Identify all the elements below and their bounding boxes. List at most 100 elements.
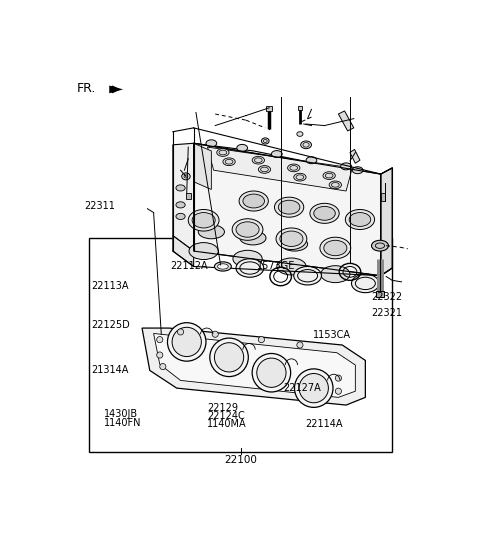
Text: 22124C: 22124C xyxy=(207,411,245,421)
Ellipse shape xyxy=(236,259,264,277)
Ellipse shape xyxy=(341,163,351,170)
Ellipse shape xyxy=(310,203,339,223)
Text: 22129: 22129 xyxy=(207,403,238,413)
Ellipse shape xyxy=(189,243,218,260)
Polygon shape xyxy=(381,193,385,201)
Ellipse shape xyxy=(275,197,304,217)
Ellipse shape xyxy=(160,364,166,370)
Ellipse shape xyxy=(240,231,266,245)
Ellipse shape xyxy=(182,173,190,180)
Polygon shape xyxy=(173,236,193,266)
Ellipse shape xyxy=(237,144,248,151)
Ellipse shape xyxy=(212,331,218,337)
Ellipse shape xyxy=(258,166,271,173)
Ellipse shape xyxy=(345,209,374,230)
Text: 22125D: 22125D xyxy=(92,320,130,330)
Ellipse shape xyxy=(297,342,303,348)
Ellipse shape xyxy=(323,244,349,257)
Ellipse shape xyxy=(172,327,201,357)
Ellipse shape xyxy=(294,173,306,181)
Ellipse shape xyxy=(178,329,184,335)
Polygon shape xyxy=(381,168,392,276)
Bar xyxy=(376,291,384,296)
Text: 1140MA: 1140MA xyxy=(207,419,247,429)
Ellipse shape xyxy=(176,202,185,208)
Text: 22113A: 22113A xyxy=(92,280,129,290)
Ellipse shape xyxy=(297,132,303,136)
Text: 1430JB: 1430JB xyxy=(104,409,138,419)
Ellipse shape xyxy=(192,213,215,228)
Ellipse shape xyxy=(168,322,206,361)
Ellipse shape xyxy=(243,194,264,208)
Ellipse shape xyxy=(314,206,336,220)
Ellipse shape xyxy=(176,185,185,191)
Text: 22322: 22322 xyxy=(372,292,403,302)
Ellipse shape xyxy=(324,240,347,256)
Ellipse shape xyxy=(188,209,219,231)
Ellipse shape xyxy=(271,151,282,158)
Ellipse shape xyxy=(217,264,228,269)
Text: FR.: FR. xyxy=(77,82,96,95)
Ellipse shape xyxy=(233,251,262,267)
Text: 22127A: 22127A xyxy=(283,383,321,393)
Polygon shape xyxy=(207,147,352,191)
Text: 1140FN: 1140FN xyxy=(104,418,141,428)
Ellipse shape xyxy=(336,388,341,394)
Polygon shape xyxy=(350,149,360,163)
Ellipse shape xyxy=(288,164,300,172)
Ellipse shape xyxy=(258,336,264,343)
Ellipse shape xyxy=(329,181,341,189)
Ellipse shape xyxy=(217,149,229,156)
Polygon shape xyxy=(193,143,381,213)
Ellipse shape xyxy=(276,228,307,249)
Bar xyxy=(266,106,272,111)
Ellipse shape xyxy=(252,353,291,392)
Ellipse shape xyxy=(300,141,312,149)
Polygon shape xyxy=(154,334,355,398)
Ellipse shape xyxy=(156,336,163,343)
Ellipse shape xyxy=(232,219,263,240)
Bar xyxy=(298,106,302,110)
Ellipse shape xyxy=(336,375,341,381)
Ellipse shape xyxy=(156,352,163,358)
Ellipse shape xyxy=(351,274,379,293)
Ellipse shape xyxy=(278,200,300,214)
Text: 22112A: 22112A xyxy=(170,261,208,271)
Ellipse shape xyxy=(299,374,328,403)
Ellipse shape xyxy=(215,262,231,271)
Ellipse shape xyxy=(281,237,308,251)
Ellipse shape xyxy=(349,213,371,227)
Text: 1153CA: 1153CA xyxy=(312,330,350,340)
Polygon shape xyxy=(109,86,123,93)
Ellipse shape xyxy=(320,237,351,259)
Ellipse shape xyxy=(198,225,225,239)
Ellipse shape xyxy=(280,231,303,246)
Ellipse shape xyxy=(323,172,336,180)
Ellipse shape xyxy=(306,157,317,164)
Polygon shape xyxy=(193,143,381,276)
Ellipse shape xyxy=(277,258,306,275)
Ellipse shape xyxy=(215,343,244,372)
Text: 21314A: 21314A xyxy=(92,365,129,375)
Text: 1573GE: 1573GE xyxy=(257,261,296,271)
Polygon shape xyxy=(173,143,193,251)
Polygon shape xyxy=(186,193,191,199)
Text: 22321: 22321 xyxy=(372,308,403,318)
Ellipse shape xyxy=(236,222,259,237)
Polygon shape xyxy=(193,143,211,189)
Polygon shape xyxy=(142,328,365,405)
Ellipse shape xyxy=(321,265,350,282)
Ellipse shape xyxy=(239,191,268,211)
Ellipse shape xyxy=(223,158,235,166)
Ellipse shape xyxy=(352,167,363,174)
Polygon shape xyxy=(338,111,354,131)
Ellipse shape xyxy=(252,156,264,164)
Ellipse shape xyxy=(294,266,322,285)
Ellipse shape xyxy=(372,240,388,251)
Ellipse shape xyxy=(295,369,333,407)
Ellipse shape xyxy=(210,338,248,377)
Ellipse shape xyxy=(257,358,286,387)
Ellipse shape xyxy=(206,140,217,147)
Ellipse shape xyxy=(262,138,269,144)
Text: 22311: 22311 xyxy=(84,200,115,211)
